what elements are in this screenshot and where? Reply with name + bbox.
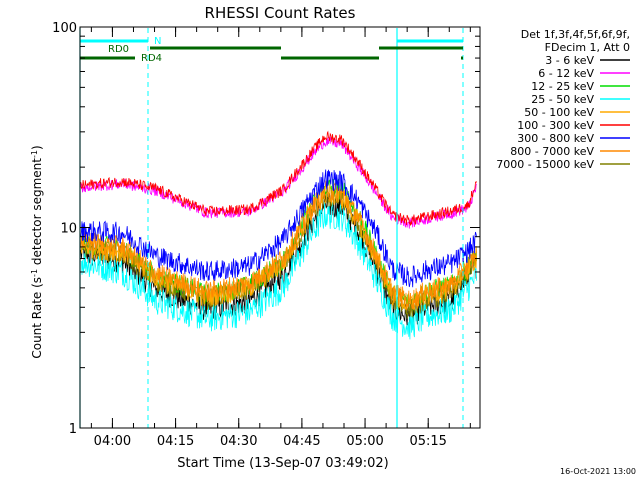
series-line-7 <box>80 169 477 288</box>
plot-frame <box>79 26 481 429</box>
x-tick-label: 04:30 <box>220 434 257 449</box>
legend-label-6: 100 - 300 keV <box>517 119 594 132</box>
x-tick-label: 05:00 <box>346 434 383 449</box>
legend-label-7: 300 - 800 keV <box>517 132 594 145</box>
legend-label-5: 50 - 100 keV <box>524 106 594 119</box>
legend-label-8: 800 - 7000 keV <box>510 145 594 158</box>
x-tick-label: 05:15 <box>409 434 446 449</box>
legend: Det 1f,3f,4f,5f,6f,9f, FDecim 1, Att 0 3… <box>496 28 630 171</box>
y-tick-label: 1 <box>69 422 77 437</box>
legend-label-3: 12 - 25 keV <box>531 80 594 93</box>
annotation-rd0: RD0 <box>108 44 129 55</box>
legend-header-line-1: Det 1f,3f,4f,5f,6f,9f, <box>521 28 630 41</box>
x-tick-label: 04:45 <box>283 434 320 449</box>
series-line-8 <box>80 180 477 310</box>
footer-timestamp: 16-Oct-2021 13:00 <box>560 467 636 476</box>
series-line-9 <box>80 187 477 319</box>
y-axis-label: Count Rate (s-1 detector segment-1) <box>30 145 45 358</box>
y-tick-label: 10 <box>60 222 77 237</box>
x-tick-label: 04:15 <box>157 434 194 449</box>
x-axis-label: Start Time (13-Sep-07 03:49:02) <box>177 456 388 471</box>
annotation-rd4: RD4 <box>141 53 162 64</box>
x-tick-label: 04:00 <box>94 434 131 449</box>
legend-label-4: 25 - 50 keV <box>531 93 594 106</box>
annotation-n: N <box>154 36 161 47</box>
legend-header-line-2: FDecim 1, Att 0 <box>545 41 630 54</box>
attenuator-overlay <box>79 28 464 428</box>
legend-label-2: 6 - 12 keV <box>538 67 594 80</box>
axes: 1 10 100 04:00 04:15 04:30 04:45 05:00 05:15 <box>52 21 481 449</box>
legend-label-9: 7000 - 15000 keV <box>496 158 594 171</box>
series-layer <box>80 130 477 340</box>
legend-label-1: 3 - 6 keV <box>545 54 594 67</box>
series-line-6 <box>80 130 477 226</box>
y-tick-label: 100 <box>52 21 77 36</box>
chart-title: RHESSI Count Rates <box>205 4 356 22</box>
